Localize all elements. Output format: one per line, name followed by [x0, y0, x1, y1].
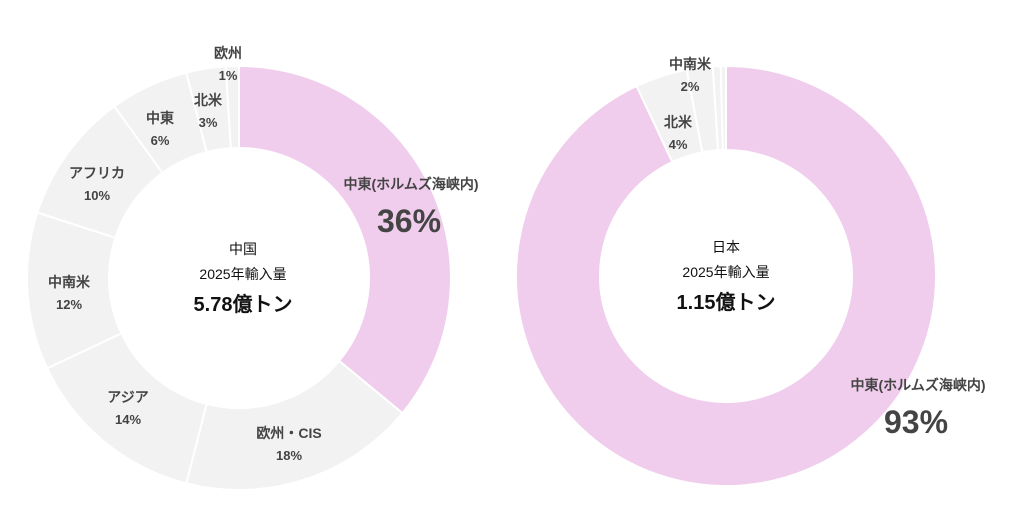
- china-center-total: 5.78億トン: [194, 292, 293, 316]
- china-slice-label-2: アジア: [107, 389, 148, 405]
- japan-donut-chart: 日本 2025年輸入量 1.15億トン 中東(ホルムズ海峡内) 93% 北米 4% 中南…: [515, 56, 986, 487]
- japan-slice-label-1: 北米: [664, 114, 693, 130]
- china-slice-7: [224, 64, 240, 150]
- japan-slice-0: [515, 64, 937, 487]
- china-center-country: 中国: [229, 241, 257, 257]
- china-slice-value-2: 14%: [115, 412, 141, 427]
- japan-center-country: 日本: [712, 239, 740, 255]
- china-donut-chart: 中国 2025年輸入量 5.78億トン 中東(ホルムズ海峡内) 36% 欧州・CIS…: [26, 45, 479, 491]
- china-slice-label-1: 欧州・CIS: [256, 425, 321, 441]
- china-slice-label-4: アフリカ: [69, 165, 125, 181]
- china-center-caption: 2025年輸入量: [199, 266, 286, 282]
- china-slice-label-7: 欧州: [214, 45, 242, 61]
- china-slice-label-5: 中東: [146, 110, 174, 126]
- japan-slice-value-0: 93%: [884, 404, 948, 440]
- japan-slice-4: [719, 64, 727, 152]
- japan-slice-label-2: 中南米: [669, 56, 712, 72]
- china-slice-label-0: 中東(ホルムズ海峡内): [343, 176, 478, 192]
- japan-slice-label-0: 中東(ホルムズ海峡内): [850, 377, 985, 393]
- japan-slice-value-1: 4%: [669, 137, 688, 152]
- japan-center-caption: 2025年輸入量: [682, 264, 769, 280]
- china-slice-value-4: 10%: [84, 188, 110, 203]
- china-slice-value-3: 12%: [56, 297, 82, 312]
- china-slice-value-7: 1%: [219, 68, 238, 83]
- japan-center-total: 1.15億トン: [677, 290, 776, 314]
- china-slice-value-6: 3%: [199, 115, 218, 130]
- japan-slice-value-2: 2%: [681, 79, 700, 94]
- china-slice-value-1: 18%: [276, 448, 302, 463]
- china-slice-0: [238, 64, 452, 415]
- china-slice-label-3: 中南米: [48, 274, 91, 290]
- china-slice-label-6: 北米: [194, 92, 223, 108]
- china-slice-value-5: 6%: [151, 133, 170, 148]
- china-slice-value-0: 36%: [377, 203, 441, 239]
